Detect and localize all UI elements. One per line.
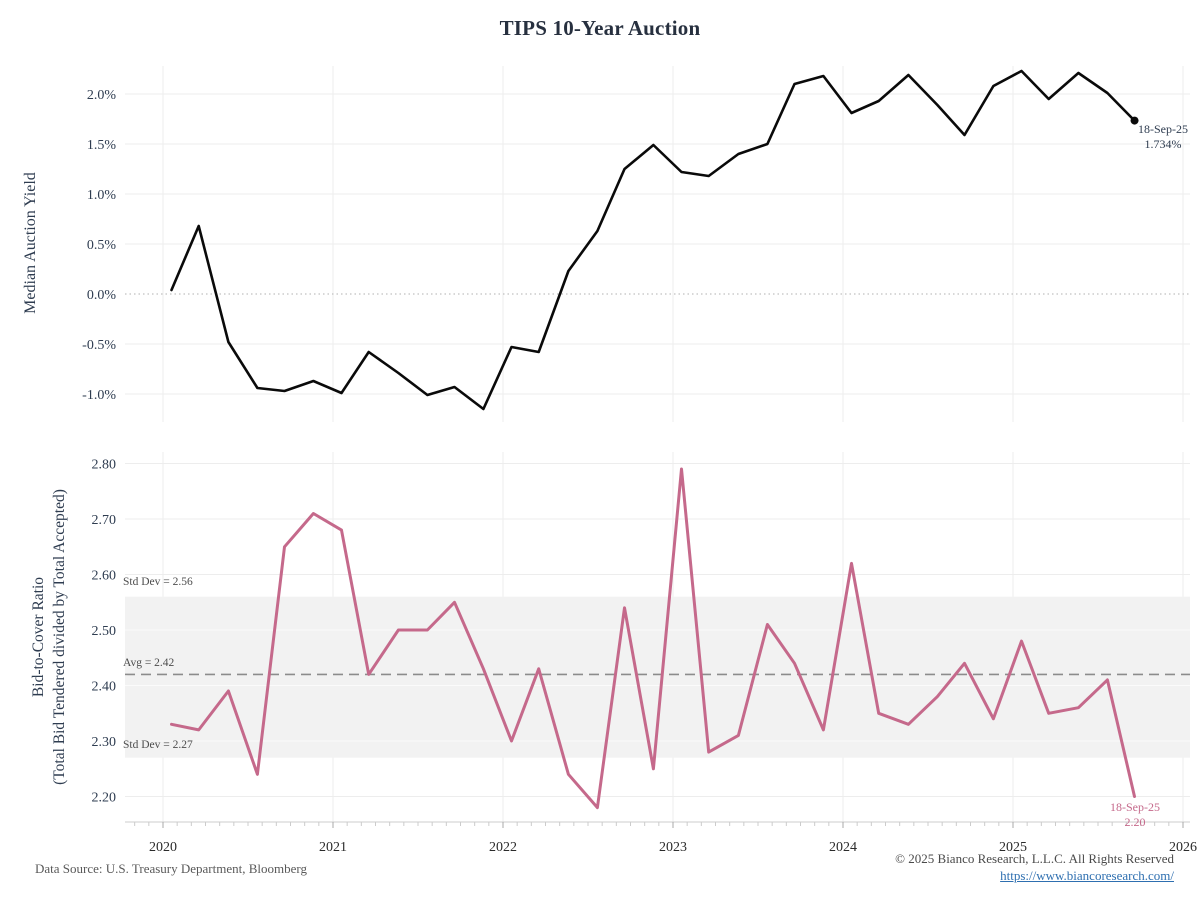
bottom-chart-y-axis-title: Bid-to-Cover Ratio (Total Bid Tendered d… <box>28 427 70 847</box>
bottom-y-tick-label: 2.40 <box>92 680 117 695</box>
bianco-research-link[interactable]: https://www.biancoresearch.com/ <box>1000 868 1174 883</box>
bottom-y-tick-label: 2.50 <box>92 624 117 639</box>
bottom-annotation-date: 18-Sep-25 <box>1110 800 1160 814</box>
x-axis-year-label: 2024 <box>829 840 857 855</box>
top-y-tick-label: 0.0% <box>87 288 117 303</box>
data-source-note: Data Source: U.S. Treasury Department, B… <box>35 861 307 876</box>
top-y-tick-label: 0.5% <box>87 238 117 253</box>
top-y-tick-label: 1.5% <box>87 138 117 153</box>
average-label: Avg = 2.42 <box>123 657 175 669</box>
copyright-text: © 2025 Bianco Research, L.L.C. All Right… <box>895 851 1174 866</box>
bottom-y-tick-label: 2.20 <box>92 791 117 806</box>
top-y-tick-label: 1.0% <box>87 188 117 203</box>
bottom-y-axis-title-line1: Bid-to-Cover Ratio <box>30 576 47 698</box>
x-axis-year-label: 2021 <box>319 840 347 855</box>
top-y-tick-label: 2.0% <box>87 88 117 103</box>
x-axis-year-label: 2025 <box>999 840 1027 855</box>
top-annotation-date: 18-Sep-25 <box>1138 122 1188 136</box>
top-y-tick-label: -0.5% <box>82 338 116 353</box>
bottom-y-tick-label: 2.80 <box>92 458 117 473</box>
bottom-annotation-value: 2.20 <box>1124 815 1146 829</box>
x-axis-year-label: 2022 <box>489 840 517 855</box>
bottom-y-tick-label: 2.70 <box>92 513 117 528</box>
bottom-y-axis-title-line2: (Total Bid Tendered divided by Total Acc… <box>51 489 68 785</box>
top-y-tick-label: -1.0% <box>82 388 116 403</box>
page-title: TIPS 10-Year Auction <box>499 16 701 40</box>
median-yield-line <box>170 69 1136 411</box>
copyright-block: © 2025 Bianco Research, L.L.C. All Right… <box>895 850 1174 884</box>
x-axis-year-label: 2020 <box>149 840 177 855</box>
bottom-y-tick-label: 2.60 <box>92 569 117 584</box>
bid-to-cover-line <box>170 467 1136 810</box>
top-annotation-value: 1.734% <box>1144 137 1182 151</box>
bottom-chart: 2.80 2.70 2.60 2.50 2.40 2.30 2.20 <box>92 458 1190 810</box>
stddev-upper-label: Std Dev = 2.56 <box>123 576 193 588</box>
bottom-last-point-annotation: 18-Sep-25 2.20 <box>1098 800 1172 830</box>
bottom-y-tick-label: 2.30 <box>92 735 117 750</box>
top-last-point-annotation: 18-Sep-25 1.734% <box>1126 122 1200 152</box>
top-chart: 2.0% 1.5% 1.0% 0.5% 0.0% -0.5% -1.0% <box>82 69 1190 411</box>
x-axis-year-label: 2023 <box>659 840 687 855</box>
x-axis-year-label: 2026 <box>1169 840 1197 855</box>
stddev-lower-label: Std Dev = 2.27 <box>123 739 193 751</box>
x-axis: 2020 2021 2022 2023 2024 2025 2026 <box>125 821 1197 855</box>
top-chart-y-axis-title: Median Auction Yield <box>22 172 39 314</box>
yield-end-dot <box>1130 116 1139 125</box>
